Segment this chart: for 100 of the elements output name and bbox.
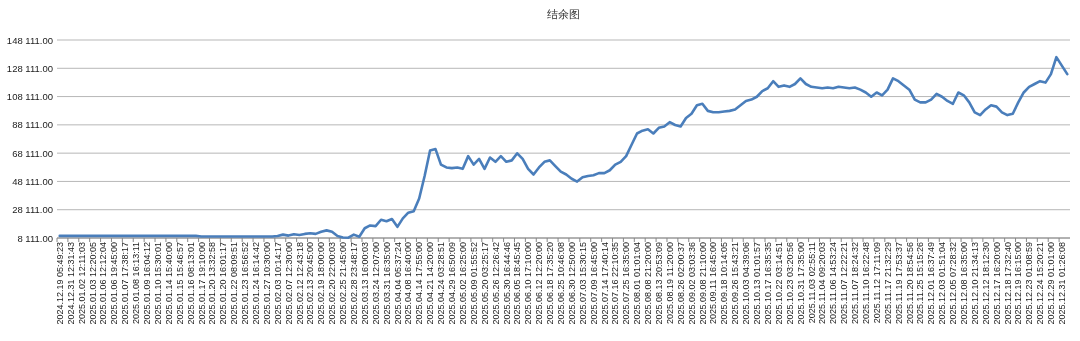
x-tick-label: 2025.11.10 16:22:48 bbox=[860, 242, 871, 324]
x-tick-label: 2025.05.09 01:55:52 bbox=[468, 242, 479, 325]
x-tick-label: 2025.08.26 02:00:37 bbox=[675, 242, 686, 325]
x-tick-label: 2025.11.12 17:11:09 bbox=[871, 242, 882, 324]
x-tick-label: 2025.08.08 21:20:00 bbox=[643, 242, 654, 325]
x-tick-label: 2025.09.26 15:43:21 bbox=[730, 242, 741, 325]
x-tick-label: 2025.11.17 21:32:29 bbox=[882, 242, 893, 324]
x-tick-label: 2025.01.16 08:13:01 bbox=[185, 242, 196, 325]
x-tick-label: 2025.01.06 19:45:00 bbox=[109, 242, 120, 325]
line-series bbox=[58, 55, 1069, 240]
x-tick-label: 2025.04.04 05:37:24 bbox=[392, 242, 403, 325]
x-tick-label: 2025.11.07 12:22:21 bbox=[839, 242, 850, 324]
x-tick-label: 2025.04.14 17:55:00 bbox=[414, 242, 425, 325]
x-tick-label: 2025.01.17 19:10:00 bbox=[196, 242, 207, 325]
x-tick-label: 2025.01.24 16:14:42 bbox=[250, 242, 261, 325]
x-tick-label: 2025.03.24 12:07:00 bbox=[370, 242, 381, 325]
x-tick-label: 2025.10.23 03:20:56 bbox=[784, 242, 795, 325]
x-tick-label: 2025.02.13 20:45:00 bbox=[305, 242, 316, 325]
x-tick-label: 2025.05.26 12:26:42 bbox=[490, 242, 501, 325]
x-tick-label: 2025.04.24 03:28:51 bbox=[436, 242, 447, 325]
x-tick-label: 2025.08.13 20:53:09 bbox=[654, 242, 665, 325]
x-tick-label: 2025.11.04 09:20:03 bbox=[817, 242, 828, 324]
x-tick-label: 2025.10.31 17:35:00 bbox=[795, 242, 806, 325]
x-tick-label: 2025.01.22 08:09:51 bbox=[229, 242, 240, 325]
x-tick-label: 2025.12.24 15:20:21 bbox=[1035, 242, 1046, 325]
x-tick-label: 2025.10.22 03:14:51 bbox=[773, 242, 784, 325]
y-tick-label: 88 111.00 bbox=[12, 119, 53, 131]
y-tick-label: 128 111.00 bbox=[6, 62, 53, 74]
x-tick-label: 2025.01.08 16:13:11 bbox=[131, 242, 142, 324]
x-tick-label: 2025.12.23 01:08:59 bbox=[1024, 242, 1035, 325]
x-tick-label: 2025.02.07 12:30:00 bbox=[283, 242, 294, 325]
x-tick-label: 2025.06.18 17:35:20 bbox=[545, 242, 556, 325]
x-tick-label: 2025.03.13 16:00:03 bbox=[359, 242, 370, 325]
x-tick-label: 2025.06.10 17:10:00 bbox=[523, 242, 534, 325]
x-tick-label: 2024.12.31 12:31:43 bbox=[65, 242, 76, 325]
x-tick-label: 2025.02.25 21:45:00 bbox=[338, 242, 349, 325]
x-tick-label: 2025.12.08 16:35:00 bbox=[959, 242, 969, 325]
x-tick-label: 2025.07.14 17:40:14 bbox=[599, 242, 610, 325]
y-tick-label: 48 111.00 bbox=[12, 175, 53, 187]
x-tick-label: 2025.11.03 02:55:11 bbox=[806, 242, 817, 324]
x-tick-label: 2025.11.19 17:53:37 bbox=[893, 242, 904, 324]
x-tick-label: 2025.02.19 18:00:00 bbox=[316, 242, 327, 325]
x-tick-label: 2025.03.31 16:35:00 bbox=[381, 242, 392, 325]
x-tick-label: 2025.07.03 15:30:15 bbox=[577, 242, 588, 325]
x-tick-label: 2025.06.30 12:50:00 bbox=[566, 242, 577, 325]
x-tick-label: 2025.01.06 12:12:04 bbox=[98, 242, 109, 325]
x-tick-label: 2024.12.19 05:49:23 bbox=[54, 242, 65, 325]
x-tick-label: 2025.05.02 16:25:00 bbox=[457, 242, 468, 325]
x-tick-label: 2025.12.10 21:34:13 bbox=[969, 242, 980, 325]
x-tick-label: 2025.10.13 01:01:57 bbox=[752, 242, 763, 325]
x-tick-label: 2025.04.29 16:50:09 bbox=[447, 242, 458, 325]
x-tick-label: 2025.01.09 16:04:12 bbox=[142, 242, 153, 325]
x-tick-label: 2025.01.27 10:30:00 bbox=[261, 242, 272, 325]
x-tick-label: 2025.11.25 15:15:26 bbox=[915, 242, 926, 324]
x-tick-label: 2025.12.05 07:28:32 bbox=[948, 242, 959, 325]
x-tick-label: 2025.02.20 22:00:03 bbox=[327, 242, 338, 325]
x-tick-label: 2025.09.08 21:10:00 bbox=[697, 242, 708, 325]
y-tick-label: 8 111.00 bbox=[17, 232, 53, 244]
x-tick-label: 2025.12.18 17:32:40 bbox=[1002, 242, 1013, 325]
x-tick-label: 2025.08.19 11:20:00 bbox=[664, 242, 675, 324]
title: 结余图 bbox=[547, 8, 580, 20]
y-tick-label: 148 111.00 bbox=[6, 34, 53, 46]
x-tick-label: 2025.10.03 04:39:06 bbox=[741, 242, 752, 325]
y-tick-label: 28 111.00 bbox=[12, 204, 53, 216]
x-tick-label: 2025.12.03 01:51:04 bbox=[937, 242, 948, 325]
x-tick-label: 2025.12.29 01:01:00 bbox=[1046, 242, 1057, 325]
x-tick-label: 2025.02.12 12:43:18 bbox=[294, 242, 305, 325]
x-tick-label: 2025.06.05 18:45:45 bbox=[512, 242, 523, 325]
x-tick-label: 2025.02.28 23:48:17 bbox=[349, 242, 360, 325]
y-tick-label: 68 111.00 bbox=[12, 147, 53, 159]
y-tick-label: 108 111.00 bbox=[6, 91, 53, 103]
x-tick-label: 2025.05.30 16:44:46 bbox=[501, 242, 512, 325]
x-tick-label: 2025.01.23 16:56:52 bbox=[240, 242, 251, 325]
x-tick-label: 2025.09.18 10:14:05 bbox=[719, 242, 730, 325]
x-tick-label: 2025.06.25 10:46:08 bbox=[555, 242, 566, 325]
x-tick-label: 2025.12.31 01:26:08 bbox=[1057, 242, 1068, 325]
x-tick-label: 2025.09.11 16:45:00 bbox=[708, 242, 719, 324]
x-tick-label: 2025.04.21 14:20:00 bbox=[425, 242, 436, 325]
x-tick-label: 2025.06.12 12:20:00 bbox=[534, 242, 545, 325]
x-tick-label: 2025.12.01 16:37:49 bbox=[926, 242, 937, 325]
x-tick-label: 2025.01.02 12:11:03 bbox=[76, 242, 87, 324]
x-tick-label: 2025.07.25 16:35:00 bbox=[621, 242, 632, 325]
x-tick-label: 2025.11.20 18:54:56 bbox=[904, 242, 915, 324]
x-tick-label: 2025.08.01 01:01:04 bbox=[632, 242, 643, 325]
x-tick-label: 2025.12.19 16:15:00 bbox=[1013, 242, 1024, 325]
x-tick-label: 2025.07.09 16:45:00 bbox=[588, 242, 599, 325]
x-tick-label: 2025.12.12 18:12:30 bbox=[980, 242, 991, 325]
x-tick-label: 2025.01.07 17:38:17 bbox=[120, 242, 131, 325]
x-tick-label: 2025.01.15 15:46:57 bbox=[174, 242, 185, 325]
x-tick-label: 2025.11.06 14:53:24 bbox=[828, 242, 839, 324]
x-tick-label: 2025.05.20 03:25:17 bbox=[479, 242, 490, 325]
x-tick-label: 2025.01.20 16:01:17 bbox=[218, 242, 229, 325]
x-tick-label: 2025.09.02 03:03:36 bbox=[686, 242, 697, 325]
x-tick-label: 2025.01.20 13:32:58 bbox=[207, 242, 218, 325]
x-tick-label: 2025.01.10 15:30:01 bbox=[152, 242, 163, 325]
x-tick-label: 2025.11.07 18:24:32 bbox=[850, 242, 861, 324]
x-tick-label: 2025.01.03 12:20:05 bbox=[87, 242, 98, 325]
x-tick-label: 2025.07.16 22:10:35 bbox=[610, 242, 621, 325]
x-tick-label: 2025.04.08 16:40:00 bbox=[403, 242, 414, 325]
x-tick-label: 2025.12.17 16:20:00 bbox=[991, 242, 1002, 325]
